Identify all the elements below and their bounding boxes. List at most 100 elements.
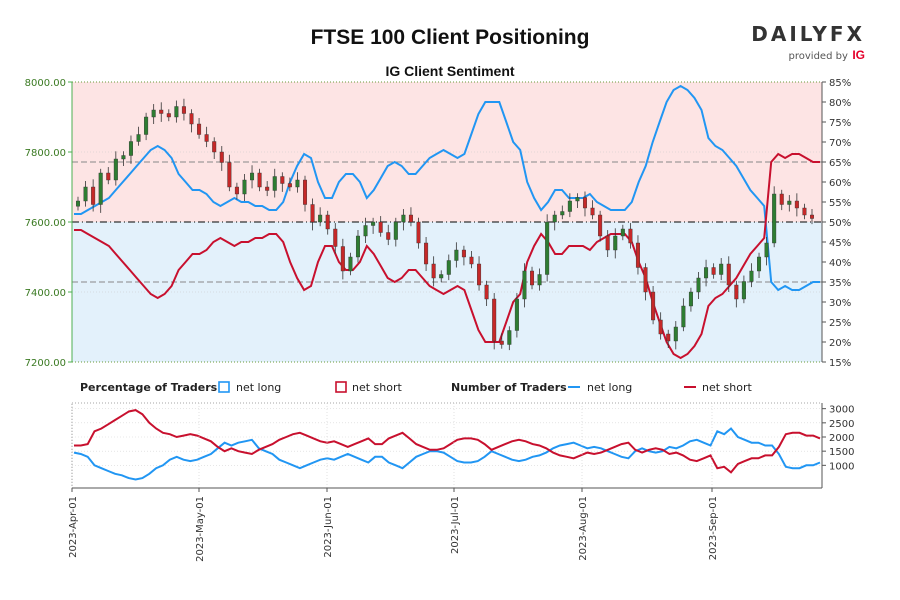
candle-body <box>280 176 285 184</box>
candle-body <box>643 267 648 293</box>
candle-body <box>303 179 308 205</box>
chart-subtitle: IG Client Sentiment <box>385 63 515 79</box>
percent-tick-label: 50% <box>829 218 851 229</box>
candle-body <box>704 267 709 279</box>
date-tick-label: 2023-May-01 <box>195 496 206 562</box>
percent-tick-label: 25% <box>829 318 851 329</box>
legend-num-long-label: net long <box>587 381 632 394</box>
candle-body <box>605 235 610 251</box>
candle-body <box>295 179 300 188</box>
candle-body <box>287 183 292 188</box>
candle-body <box>174 106 179 118</box>
percent-tick-label: 35% <box>829 278 851 289</box>
count-tick-label: 1000 <box>829 461 854 472</box>
candle-body <box>204 134 209 142</box>
candle-body <box>136 134 141 142</box>
candle-body <box>530 270 535 286</box>
candle-body <box>219 151 224 163</box>
price-tick-label: 8000.00 <box>25 78 66 89</box>
percent-tick-label: 65% <box>829 158 851 169</box>
chart-title: FTSE 100 Client Positioning <box>310 26 590 49</box>
percent-tick-label: 60% <box>829 178 851 189</box>
candle-body <box>461 249 466 258</box>
net-long-percentage-line <box>74 84 820 292</box>
candle-body <box>673 326 678 342</box>
price-tick-label: 7600.00 <box>25 218 66 229</box>
candle-body <box>386 232 391 240</box>
dailyfx-logo: DAILYFX provided by IG <box>745 22 865 64</box>
candle-body <box>749 270 754 282</box>
candle-body <box>257 172 262 188</box>
candle-body <box>83 186 88 202</box>
candle-body <box>613 235 618 251</box>
candle-body <box>651 291 656 321</box>
candle-body <box>477 263 482 286</box>
number-net-long-line <box>73 427 821 481</box>
candle-body <box>128 141 133 156</box>
candle-body <box>408 214 413 223</box>
candle-body <box>98 172 103 205</box>
net-short-percentage-line <box>74 152 820 360</box>
candle-body <box>598 214 603 237</box>
candle-body <box>378 221 383 233</box>
count-tick-label: 3000 <box>829 405 854 416</box>
candle-body <box>75 200 80 207</box>
candle-body <box>310 204 315 223</box>
candle-body <box>567 200 572 212</box>
candle-body <box>159 109 164 114</box>
candle-body <box>658 319 663 335</box>
percent-tick-label: 70% <box>829 138 851 149</box>
percent-tick-label: 30% <box>829 298 851 309</box>
candle-body <box>666 333 671 342</box>
count-tick-label: 2000 <box>829 433 854 444</box>
candle-body <box>439 274 444 279</box>
candle-body <box>779 193 784 205</box>
candle-body <box>431 263 436 279</box>
legend-num-short-label: net short <box>702 381 753 394</box>
candle-body <box>688 291 693 307</box>
candle-body <box>113 158 118 181</box>
candle-body <box>197 123 202 135</box>
candle-body <box>227 162 232 188</box>
candle-body <box>810 214 815 219</box>
legend-pct-short-swatch <box>335 381 347 393</box>
candle-body <box>590 207 595 216</box>
number-net-short-line <box>74 409 821 474</box>
candle-body <box>318 214 323 223</box>
candle-body <box>401 214 406 223</box>
legend-pct-long-swatch <box>218 381 230 393</box>
percent-tick-label: 20% <box>829 338 851 349</box>
candle-body <box>787 200 792 205</box>
candle-body <box>234 186 239 195</box>
candle-body <box>726 263 731 286</box>
candle-body <box>91 186 96 205</box>
candle-body <box>794 200 799 209</box>
date-tick-label: 2023-Apr-01 <box>68 496 79 558</box>
candle-body <box>106 172 111 181</box>
candle-body <box>189 113 194 125</box>
candle-body <box>355 235 360 258</box>
candle-body <box>454 249 459 261</box>
price-tick-label: 7400.00 <box>25 288 66 299</box>
candle-body <box>492 298 497 342</box>
percent-tick-label: 40% <box>829 258 851 269</box>
candle-body <box>121 155 126 160</box>
candle-body <box>446 260 451 275</box>
candle-body <box>711 267 716 275</box>
candle-body <box>325 214 330 230</box>
ig-brand-mark: IG <box>852 48 865 62</box>
candle-body <box>741 281 746 300</box>
legend-pct-long-label: net long <box>236 381 281 394</box>
candle-body <box>522 270 527 300</box>
candle-body <box>363 225 368 237</box>
candle-body <box>181 106 186 114</box>
candle-body <box>635 242 640 268</box>
legend-number-title: Number of Traders <box>451 381 567 394</box>
legend-percentage-title: Percentage of Traders <box>80 381 218 394</box>
price-tick-label: 7200.00 <box>25 358 66 369</box>
candle-body <box>242 179 247 195</box>
logo-wordmark: DAILYFX <box>751 22 865 46</box>
candle-body <box>734 284 739 300</box>
candle-body <box>764 242 769 258</box>
candle-body <box>151 109 156 118</box>
